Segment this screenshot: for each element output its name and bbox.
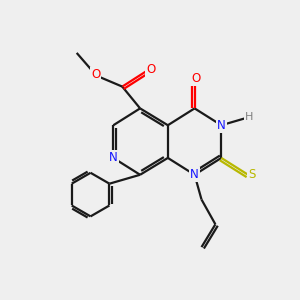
Text: H: H — [245, 112, 253, 122]
Text: N: N — [217, 119, 226, 132]
Text: S: S — [248, 168, 256, 181]
Text: N: N — [190, 168, 199, 181]
Text: O: O — [191, 72, 200, 85]
Text: N: N — [109, 152, 118, 164]
Text: O: O — [146, 63, 156, 76]
Text: O: O — [91, 68, 100, 81]
